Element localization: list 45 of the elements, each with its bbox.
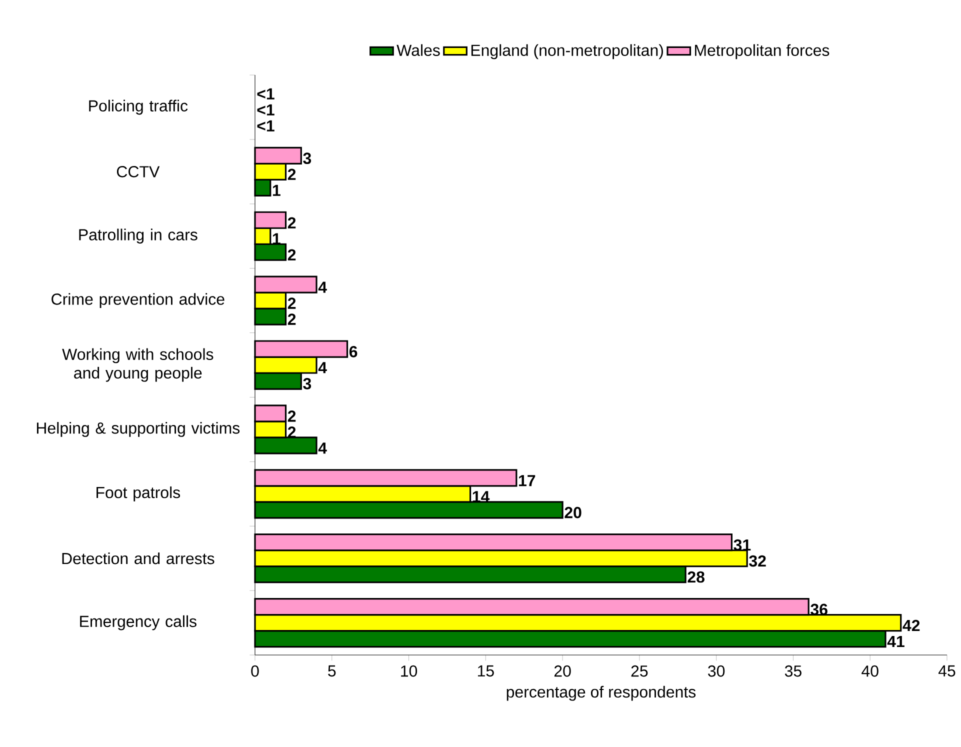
data-label: 42 <box>902 620 920 632</box>
x-tick-label: 15 <box>478 665 494 677</box>
data-label: 2 <box>288 410 296 422</box>
y-tick-label: Crime prevention advice <box>52 293 224 308</box>
y-tick-label: CCTV <box>116 166 160 178</box>
data-label: 4 <box>318 362 327 374</box>
data-label: 20 <box>564 506 582 518</box>
data-label: 2 <box>288 217 296 228</box>
text: <1 <box>257 104 274 116</box>
data-label: 2 <box>288 168 296 180</box>
x-tick-label: 30 <box>708 665 725 677</box>
x-tick-label: 5 <box>328 665 336 677</box>
data-label: 3 <box>303 152 312 164</box>
legend-label: Metropolitan forces <box>695 44 830 60</box>
data-label: 32 <box>749 555 766 567</box>
x-tick-label: 40 <box>862 665 878 677</box>
x-tick-label: 25 <box>631 665 648 677</box>
x-tick-label: 10 <box>401 665 418 677</box>
y-tick-label: Working with schools and young people <box>62 348 214 382</box>
data-label: 3 <box>303 378 312 390</box>
y-tick-label: Detection and arrests <box>62 552 214 564</box>
x-tick-label: 35 <box>784 665 802 677</box>
legend-label: England (non-metropolitan) <box>471 44 663 60</box>
x-tick-label: 45 <box>938 665 956 677</box>
y-tick-label: Policing traffic <box>89 100 188 115</box>
x-axis-title: percentage of respondents <box>506 686 696 701</box>
y-tick-label: Patrolling in cars <box>79 228 198 244</box>
y-tick-label: Helping & supporting victims <box>36 422 240 437</box>
x-tick-label: 20 <box>554 665 571 677</box>
data-label: 4 <box>318 442 327 454</box>
x-tick-label: 0 <box>251 665 259 677</box>
data-label: 17 <box>519 475 536 486</box>
y-tick-label: Foot patrols <box>96 486 180 502</box>
text: <1 <box>257 88 274 100</box>
legend-label: Wales <box>396 44 440 56</box>
data-label: 41 <box>887 636 904 647</box>
data-label: 28 <box>688 571 704 583</box>
data-label: 4 <box>318 282 327 293</box>
data-label: 6 <box>349 346 358 358</box>
data-label: 2 <box>288 298 296 309</box>
data-label: 2 <box>288 314 296 325</box>
y-tick-label: Emergency calls <box>80 615 196 630</box>
data-label: 2 <box>288 249 296 260</box>
text: <1 <box>257 120 274 132</box>
data-label: 1 <box>272 184 280 196</box>
